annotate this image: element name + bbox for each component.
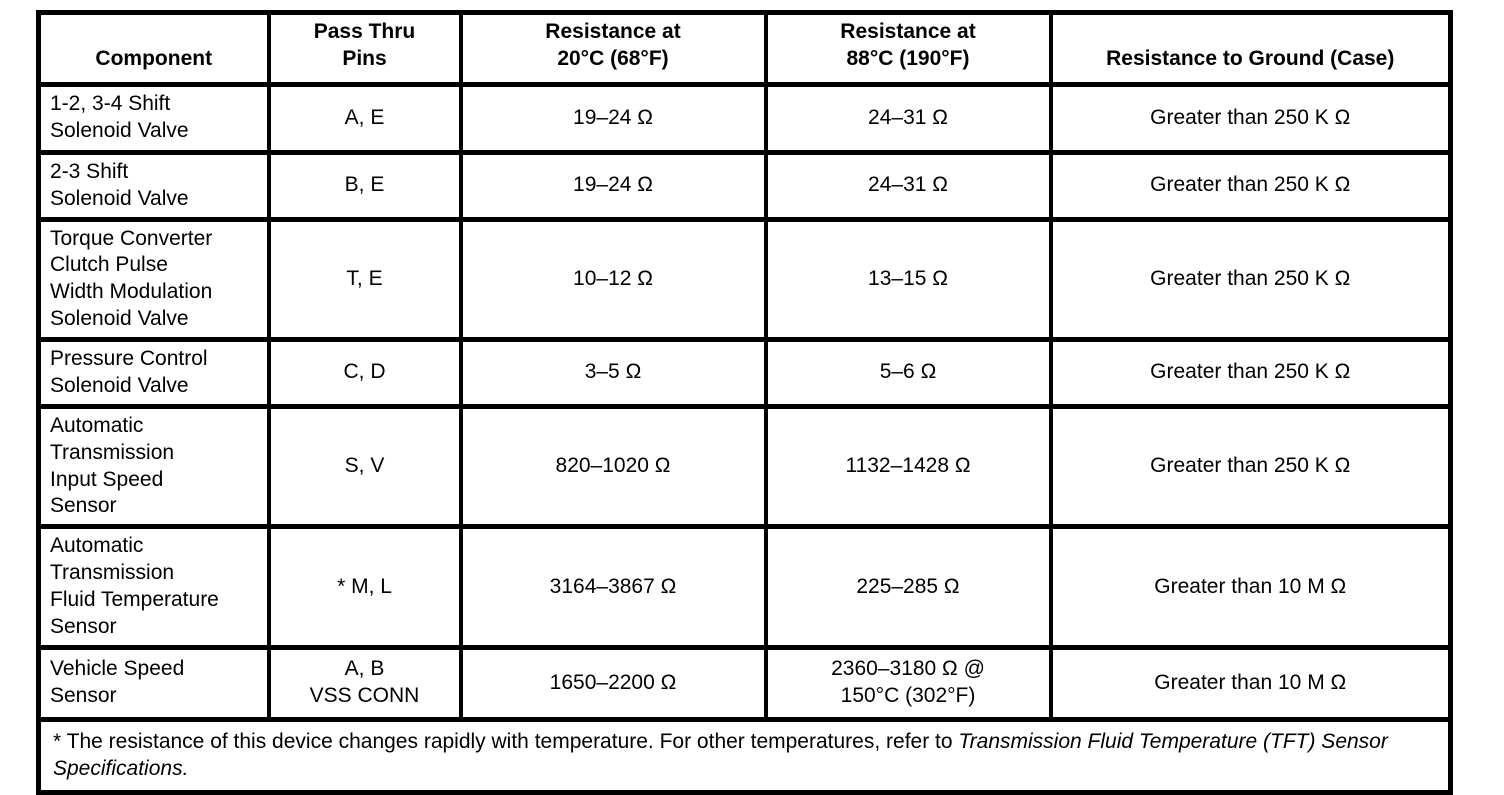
cell-resistance-88c: 5–6 Ω (763, 337, 1053, 409)
cell-resistance-20c: 3164–3867 Ω (458, 524, 768, 650)
cell-resistance-20c: 19–24 Ω (458, 149, 768, 222)
cell-pins: C, D (266, 337, 463, 409)
scanned-document-page: Component Pass Thru Pins Resistance at 2… (36, 10, 1453, 795)
cell-resistance-88c: 24–31 Ω (763, 149, 1053, 222)
cell-resistance-to-ground: Greater than 250 K Ω (1048, 216, 1453, 342)
cell-resistance-to-ground: Greater than 250 K Ω (1048, 81, 1453, 155)
header-resistance-88c: Resistance at 88°C (190°F) (763, 10, 1053, 87)
cell-pins: T, E (266, 216, 463, 342)
cell-resistance-to-ground: Greater than 10 M Ω (1048, 524, 1453, 650)
cell-component: Vehicle Speed Sensor (36, 644, 271, 722)
table-row: 2-3 Shift Solenoid Valve B, E 19–24 Ω 24… (36, 149, 1453, 222)
header-component: Component (36, 10, 271, 87)
cell-pins: S, V (266, 403, 463, 530)
cell-resistance-to-ground: Greater than 250 K Ω (1048, 149, 1453, 222)
table-row: Pressure Control Solenoid Valve C, D 3–5… (36, 337, 1453, 409)
cell-resistance-20c: 19–24 Ω (458, 81, 768, 155)
cell-component: Torque Converter Clutch Pulse Width Modu… (36, 216, 271, 342)
table-row: Torque Converter Clutch Pulse Width Modu… (36, 216, 1453, 342)
header-resistance-20c: Resistance at 20°C (68°F) (458, 10, 768, 87)
footnote-cell: * The resistance of this device changes … (36, 716, 1453, 795)
cell-resistance-20c: 10–12 Ω (458, 216, 768, 342)
cell-component: Automatic Transmission Input Speed Senso… (36, 403, 271, 530)
cell-pins: A, E (266, 81, 463, 155)
header-resistance-to-ground: Resistance to Ground (Case) (1048, 10, 1453, 87)
header-pass-thru-pins: Pass Thru Pins (266, 10, 463, 87)
cell-pins: * M, L (266, 524, 463, 650)
cell-resistance-20c: 1650–2200 Ω (458, 644, 768, 722)
cell-resistance-20c: 820–1020 Ω (458, 403, 768, 530)
cell-resistance-88c: 24–31 Ω (763, 81, 1053, 155)
cell-pins: A, B VSS CONN (266, 644, 463, 722)
resistance-specification-table: Component Pass Thru Pins Resistance at 2… (36, 10, 1453, 795)
cell-component: 2-3 Shift Solenoid Valve (36, 149, 271, 222)
cell-resistance-to-ground: Greater than 250 K Ω (1048, 337, 1453, 409)
cell-resistance-88c: 2360–3180 Ω @ 150°C (302°F) (763, 644, 1053, 722)
cell-resistance-to-ground: Greater than 10 M Ω (1048, 644, 1453, 722)
cell-component: 1-2, 3-4 Shift Solenoid Valve (36, 81, 271, 155)
cell-component: Automatic Transmission Fluid Temperature… (36, 524, 271, 650)
footnote-text: * The resistance of this device changes … (53, 729, 959, 753)
cell-pins: B, E (266, 149, 463, 222)
cell-resistance-20c: 3–5 Ω (458, 337, 768, 409)
cell-resistance-88c: 1132–1428 Ω (763, 403, 1053, 530)
cell-resistance-88c: 225–285 Ω (763, 524, 1053, 650)
cell-resistance-to-ground: Greater than 250 K Ω (1048, 403, 1453, 530)
cell-resistance-88c: 13–15 Ω (763, 216, 1053, 342)
table-row: Vehicle Speed Sensor A, B VSS CONN 1650–… (36, 644, 1453, 722)
table-row: 1-2, 3-4 Shift Solenoid Valve A, E 19–24… (36, 81, 1453, 155)
footnote-row: * The resistance of this device changes … (36, 716, 1453, 795)
table-row: Automatic Transmission Fluid Temperature… (36, 524, 1453, 650)
header-row: Component Pass Thru Pins Resistance at 2… (36, 10, 1453, 87)
cell-component: Pressure Control Solenoid Valve (36, 337, 271, 409)
table-row: Automatic Transmission Input Speed Senso… (36, 403, 1453, 530)
